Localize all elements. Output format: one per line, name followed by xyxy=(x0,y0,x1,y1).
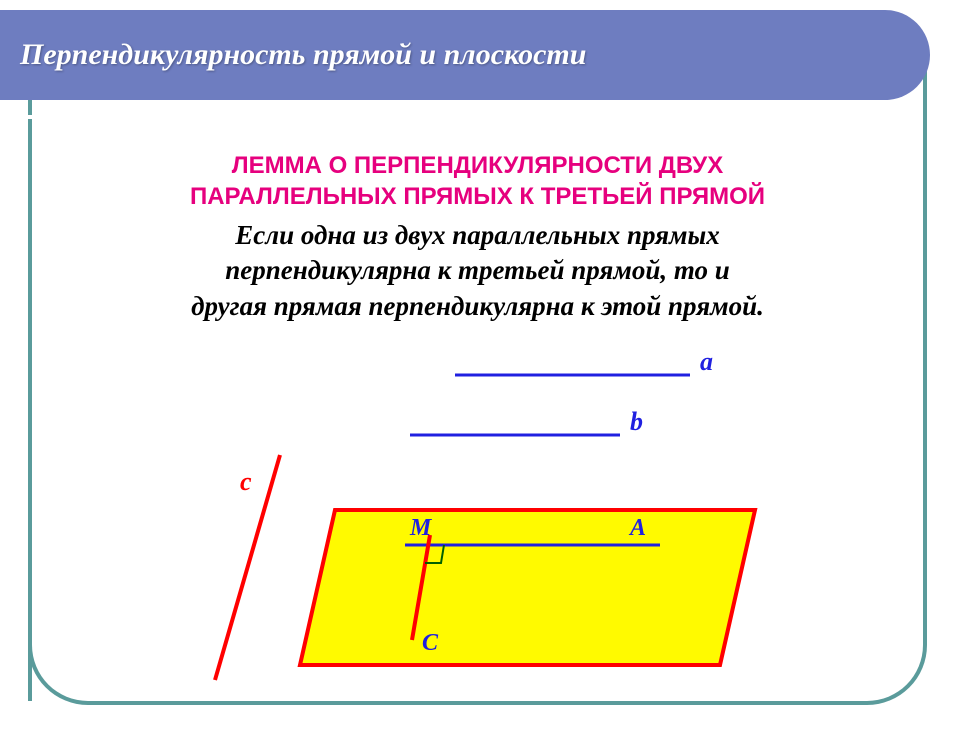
content-area: ЛЕММА О ПЕРПЕНДИКУЛЯРНОСТИ ДВУХ ПАРАЛЛЕЛ… xyxy=(55,150,900,324)
lemma-title: ЛЕММА О ПЕРПЕНДИКУЛЯРНОСТИ ДВУХ ПАРАЛЛЕЛ… xyxy=(55,150,900,212)
lemma-title-line2: ПАРАЛЛЕЛЬНЫХ ПРЯМЫХ К ТРЕТЬЕЙ ПРЯМОЙ xyxy=(190,183,765,210)
label-a: a xyxy=(700,347,713,376)
lemma-title-line1: ЛЕММА О ПЕРПЕНДИКУЛЯРНОСТИ ДВУХ xyxy=(232,152,724,179)
lemma-body-line2: перпендикулярна к третьей прямой, то и xyxy=(225,255,730,285)
slide-title: Перпендикулярность прямой и плоскости xyxy=(20,38,586,72)
title-underline xyxy=(0,115,540,119)
label-b: b xyxy=(630,407,643,436)
diagram-svg: a b c М А С xyxy=(200,345,760,695)
label-c: c xyxy=(240,467,252,496)
plane xyxy=(300,510,755,665)
lemma-body-line3: другая прямая перпендикулярна к этой пря… xyxy=(191,291,764,321)
lemma-body: Если одна из двух параллельных прямых пе… xyxy=(55,218,900,323)
label-M: М xyxy=(409,515,433,541)
label-C: С xyxy=(422,630,439,656)
lemma-body-line1: Если одна из двух параллельных прямых xyxy=(235,220,720,250)
label-A: А xyxy=(628,515,646,541)
geometry-diagram: a b c М А С xyxy=(200,345,760,695)
title-bar: Перпендикулярность прямой и плоскости xyxy=(0,10,930,100)
